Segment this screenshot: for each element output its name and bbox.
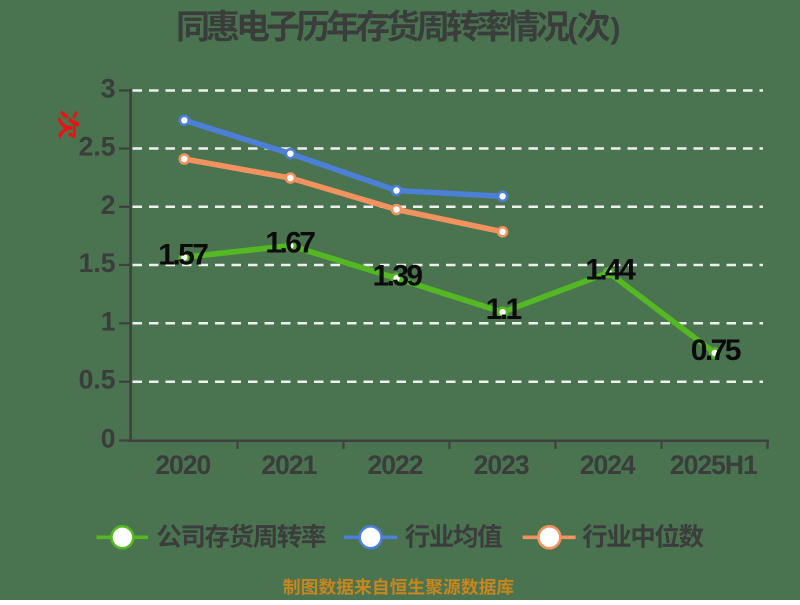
svg-text:0: 0 [101,424,116,454]
svg-text:0.5: 0.5 [79,365,116,395]
svg-text:1.67: 1.67 [265,227,315,260]
svg-text:1.44: 1.44 [585,254,636,287]
svg-text:1: 1 [101,306,116,336]
svg-text:2020: 2020 [155,450,210,480]
svg-text:1.5: 1.5 [79,248,116,278]
svg-text:2025H1: 2025H1 [670,450,757,480]
svg-text:2024: 2024 [580,450,636,480]
svg-text:1.39: 1.39 [373,259,423,292]
svg-text:(: ( [568,13,578,46]
svg-text:1.1: 1.1 [486,293,522,326]
svg-text:2021: 2021 [261,450,316,480]
svg-text:2: 2 [101,190,116,220]
svg-text:2.5: 2.5 [79,132,116,162]
svg-text:): ) [611,13,621,46]
svg-text:1.57: 1.57 [158,238,208,271]
svg-text:2022: 2022 [368,450,423,480]
svg-text:0.75: 0.75 [691,334,741,367]
svg-text:2023: 2023 [474,450,529,480]
svg-text:3: 3 [101,74,116,104]
